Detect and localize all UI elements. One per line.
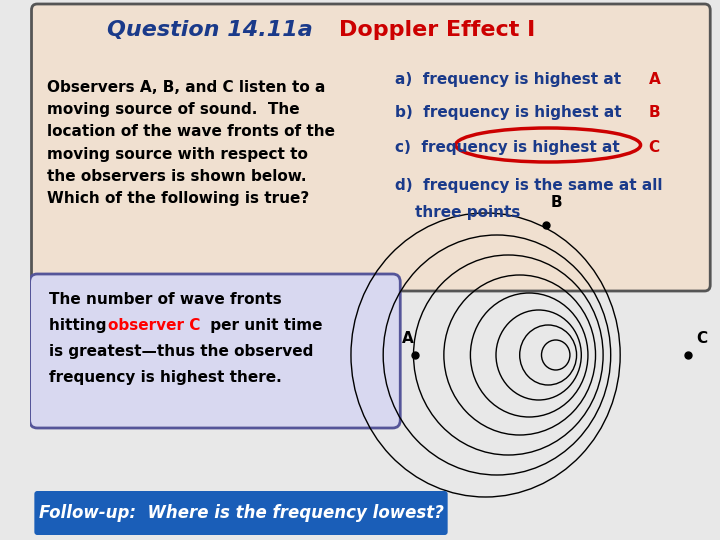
Text: c)  frequency is highest at: c) frequency is highest at bbox=[395, 140, 624, 155]
FancyBboxPatch shape bbox=[32, 4, 710, 291]
Text: B: B bbox=[551, 195, 562, 210]
Text: A: A bbox=[649, 72, 660, 87]
Text: frequency is highest there.: frequency is highest there. bbox=[48, 370, 282, 385]
Text: hitting: hitting bbox=[48, 318, 112, 333]
Text: three points: three points bbox=[415, 205, 521, 220]
Text: Follow-up:  Where is the frequency lowest?: Follow-up: Where is the frequency lowest… bbox=[39, 504, 444, 522]
Text: observer C: observer C bbox=[108, 318, 201, 333]
Text: d)  frequency is the same at all: d) frequency is the same at all bbox=[395, 178, 662, 193]
Text: B: B bbox=[649, 105, 660, 120]
Text: A: A bbox=[402, 331, 414, 346]
Text: a)  frequency is highest at: a) frequency is highest at bbox=[395, 72, 626, 87]
Text: Observers A, B, and C listen to a
moving source of sound.  The
location of the w: Observers A, B, and C listen to a moving… bbox=[47, 80, 335, 206]
Text: Question 14.11a: Question 14.11a bbox=[107, 20, 312, 40]
FancyBboxPatch shape bbox=[30, 274, 400, 428]
Text: is greatest—thus the observed: is greatest—thus the observed bbox=[48, 344, 313, 359]
Text: C: C bbox=[649, 140, 660, 155]
Text: C: C bbox=[696, 331, 707, 346]
Text: The number of wave fronts: The number of wave fronts bbox=[48, 292, 282, 307]
FancyBboxPatch shape bbox=[35, 491, 448, 535]
Text: b)  frequency is highest at: b) frequency is highest at bbox=[395, 105, 626, 120]
Text: Doppler Effect I: Doppler Effect I bbox=[339, 20, 536, 40]
Text: per unit time: per unit time bbox=[205, 318, 323, 333]
